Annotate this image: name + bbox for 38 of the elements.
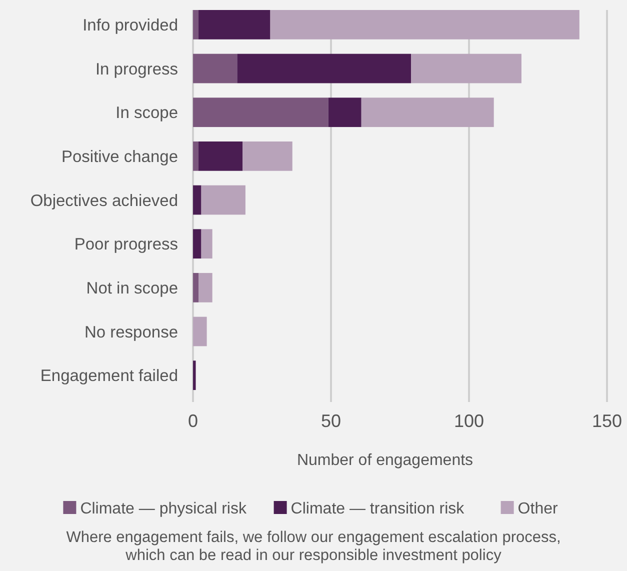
bar bbox=[193, 360, 196, 390]
bar bbox=[193, 98, 328, 128]
bar bbox=[198, 272, 212, 302]
x-tick-label: 0 bbox=[188, 411, 198, 431]
legend-label: Climate — physical risk bbox=[80, 500, 248, 518]
y-tick-label: In scope bbox=[116, 104, 178, 122]
y-tick-label: Positive change bbox=[62, 148, 178, 166]
legend-label: Climate — transition risk bbox=[290, 500, 466, 518]
y-tick-label: Engagement failed bbox=[40, 367, 178, 386]
bar bbox=[193, 272, 199, 302]
x-axis-title: Number of engagements bbox=[296, 452, 474, 469]
text: Where engagement fails, we follow our engagement escalation process, which can be read in our responsible investment policy bbox=[66, 529, 561, 564]
y-tick-label: Poor progress bbox=[74, 236, 178, 254]
bar bbox=[201, 229, 212, 259]
bar bbox=[361, 98, 494, 128]
bar bbox=[201, 185, 246, 215]
y-tick-label: No response bbox=[84, 323, 178, 342]
bar bbox=[193, 54, 238, 84]
bar bbox=[237, 54, 412, 84]
x-tick-label: 100 bbox=[454, 411, 484, 431]
bar bbox=[193, 229, 202, 259]
y-tick-label: Not in scope bbox=[86, 279, 178, 298]
x-tick-label: 150 bbox=[592, 411, 622, 431]
y-tick-label: Info provided bbox=[82, 16, 178, 34]
x-tick-label: 50 bbox=[320, 411, 342, 431]
bar bbox=[411, 54, 522, 84]
bar bbox=[193, 10, 199, 40]
y-tick-label: In progress bbox=[95, 60, 178, 78]
bar bbox=[198, 141, 243, 171]
bar bbox=[193, 316, 207, 346]
bar bbox=[198, 10, 270, 40]
legend-label: Other bbox=[518, 500, 558, 518]
bar bbox=[193, 185, 202, 215]
bar bbox=[328, 98, 362, 128]
bar bbox=[193, 141, 199, 171]
y-tick-label: Objectives achieved bbox=[30, 192, 178, 210]
bar bbox=[242, 141, 292, 171]
bar bbox=[270, 10, 580, 40]
